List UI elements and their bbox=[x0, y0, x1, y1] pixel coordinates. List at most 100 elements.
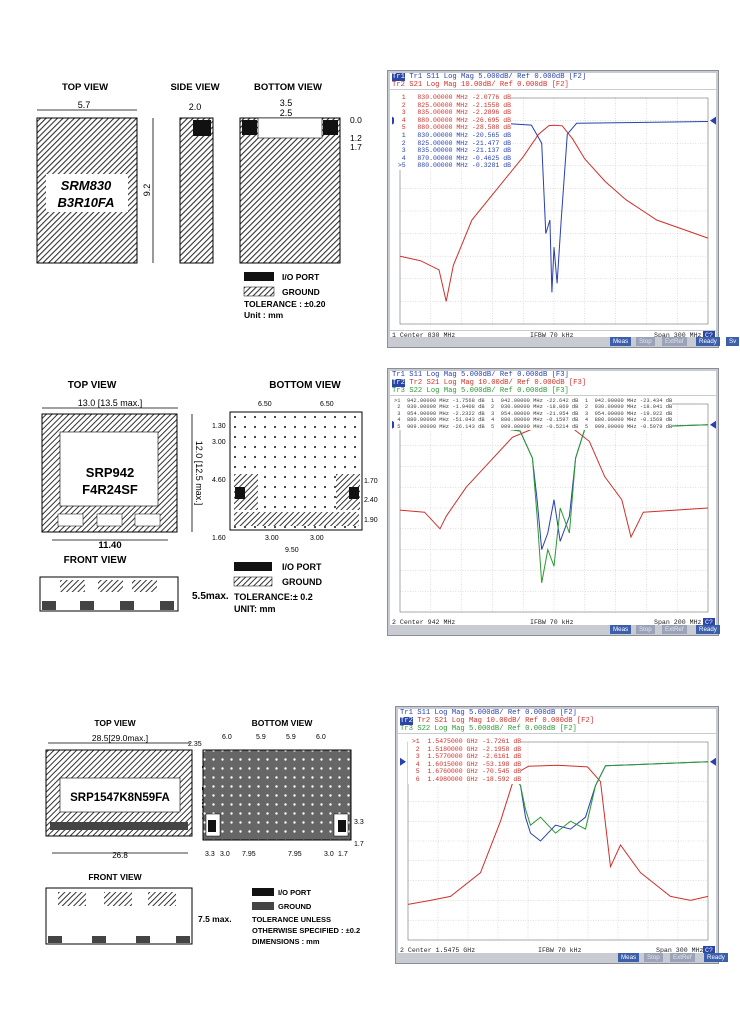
dim-b-top3: 5.9 bbox=[286, 734, 296, 741]
legend-ground: GROUND bbox=[282, 577, 322, 587]
tolerance: TOLERANCE : ±0.20 bbox=[244, 299, 326, 309]
legend-io: I/O PORT bbox=[282, 272, 320, 282]
softkey-ready[interactable]: Ready bbox=[696, 625, 720, 634]
softkey-stop[interactable]: Stop bbox=[636, 337, 655, 346]
dim-height: 9.2 bbox=[142, 184, 152, 197]
top-view-label: TOP VIEW bbox=[68, 380, 117, 391]
marker-row: 5 880.00000 MHz -28.588 dB bbox=[394, 124, 512, 132]
plot-area: >1 1.5475000 GHz -1.7261 dB 2 1.5180000 … bbox=[398, 734, 716, 946]
series-line-2 bbox=[399, 120, 709, 293]
softkey-bar: Meas Stop ExtRef Ready Sv bbox=[390, 337, 740, 346]
marker-table: 1 830.00000 MHz -2.0776 dB 2 825.00000 M… bbox=[394, 94, 512, 170]
legend-ground-swatch bbox=[233, 576, 273, 587]
tolerance-line1: TOLERANCE UNLESS bbox=[252, 915, 331, 924]
status-bar: 2 Center 1.5475 GHz IFBW 70 kHz Span 300… bbox=[398, 946, 716, 955]
dim-b-left2: 3.00 bbox=[212, 439, 226, 446]
dim-b-r2: 1.7 bbox=[354, 841, 364, 848]
bottom-view-body bbox=[202, 749, 352, 841]
legend-io-swatch bbox=[234, 562, 272, 571]
dim-b-right1: 1.70 bbox=[364, 478, 378, 485]
dim-b-bot-0: 3.3 bbox=[205, 851, 215, 858]
drawing-srp942: TOP VIEW BOTTOM VIEW 13.0 [13.5 max.] SR… bbox=[39, 380, 378, 614]
softkey-ready[interactable]: Ready bbox=[704, 953, 728, 962]
softkey-extref[interactable]: ExtRef bbox=[662, 625, 687, 634]
marker-row: 4 880.00000 MHz -51.043 dB 4 880.00000 M… bbox=[394, 417, 673, 424]
dim-bottom-2: 2.5 bbox=[280, 108, 293, 118]
legend-ground-swatch bbox=[252, 902, 274, 910]
analyzer-1: Tr1 Tr1 S11 Log Mag 5.000dB/ Ref 0.000dB… bbox=[387, 70, 740, 348]
dim-b-top0: 2.35 bbox=[188, 741, 202, 748]
marker-row: 4 880.00000 MHz -26.695 dB bbox=[394, 116, 512, 124]
softkey-meas[interactable]: Meas bbox=[610, 625, 632, 634]
drawing-srm830: TOP VIEW SIDE VIEW BOTTOM VIEW 5.7 SRM83… bbox=[36, 82, 362, 320]
dim-b-bot0: 1.60 bbox=[212, 535, 226, 542]
marker-row: 5 909.00000 MHz -26.143 dB 5 909.00000 M… bbox=[394, 423, 673, 430]
softkey-stop[interactable]: Stop bbox=[644, 953, 663, 962]
unit: Unit : mm bbox=[244, 310, 284, 320]
dim-b-bot2: 3.00 bbox=[310, 535, 324, 542]
dim-b-top2: 5.9 bbox=[256, 734, 266, 741]
legend-ground-swatch bbox=[243, 286, 275, 297]
dim-front: 5.5max. bbox=[192, 591, 229, 602]
dim-height: 12.0 [12.5 max.] bbox=[194, 441, 204, 506]
marker-row: 1 830.00000 MHz -20.565 dB bbox=[394, 131, 512, 139]
legend-io-swatch bbox=[252, 888, 274, 896]
dim-b-r1: 3.3 bbox=[354, 819, 364, 826]
top-view-label: TOP VIEW bbox=[62, 82, 108, 93]
side-view-body bbox=[179, 117, 214, 264]
trace-header: Tr1 S11 Log Mag 5.000dB/ Ref 0.000dB [F2… bbox=[398, 709, 716, 733]
bottom-view-body bbox=[239, 117, 341, 264]
softkey-bar: Meas Stop ExtRef Ready bbox=[390, 625, 720, 634]
dim-base: 26.8 bbox=[112, 851, 128, 860]
dim-width: 13.0 [13.5 max.] bbox=[78, 398, 143, 408]
softkey-meas[interactable]: Meas bbox=[618, 953, 640, 962]
analyzer-2: Tr1 S11 Log Mag 5.000dB/ Ref 0.000dB [F3… bbox=[387, 368, 720, 636]
front-view-label: FRONT VIEW bbox=[88, 872, 142, 882]
tolerance-line2: OTHERWISE SPECIFIED : ±0.2 bbox=[252, 926, 360, 935]
dim-b-bot-1: 3.0 bbox=[220, 851, 230, 858]
dim-b-left3: 4.60 bbox=[212, 477, 226, 484]
marker-row: 2 825.00000 MHz -2.1558 dB bbox=[394, 101, 512, 109]
dim-right-2: 1.2 bbox=[350, 133, 362, 143]
status-bar: 1 Center 830 MHz IFBW 70 kHz Span 300 MH… bbox=[390, 331, 716, 340]
dim-b-top1: 6.0 bbox=[222, 734, 232, 741]
dim-b-top2: 6.50 bbox=[320, 401, 334, 408]
legend-io: I/O PORT bbox=[282, 562, 322, 572]
marker-row: 3 1.5770000 GHz -2.6161 dB bbox=[408, 753, 522, 761]
legend-io: I/O PORT bbox=[278, 888, 311, 897]
dim-front: 7.5 max. bbox=[198, 914, 232, 924]
dim-b-right3: 1.90 bbox=[364, 517, 378, 524]
dim-b-bot1: 3.00 bbox=[265, 535, 279, 542]
trace-header: Tr1 Tr1 S11 Log Mag 5.000dB/ Ref 0.000dB… bbox=[390, 73, 716, 89]
dimensions-unit: DIMENSIONS : mm bbox=[252, 937, 320, 946]
series-line-1 bbox=[407, 764, 709, 905]
dim-b-bot-4: 3.0 bbox=[324, 851, 334, 858]
dim-b-top1: 6.50 bbox=[258, 401, 272, 408]
part-label-line1: SRP942 bbox=[86, 465, 134, 480]
dim-b-bot3: 9.50 bbox=[285, 547, 299, 554]
softkey-stop[interactable]: Stop bbox=[636, 625, 655, 634]
softkey-extref[interactable]: ExtRef bbox=[670, 953, 695, 962]
softkey-sv[interactable]: Sv bbox=[726, 337, 740, 346]
dim-right-3: 1.7 bbox=[350, 142, 362, 152]
top-view-label: TOP VIEW bbox=[94, 718, 136, 728]
part-label: SRP1547K8N59FA bbox=[70, 792, 170, 804]
softkey-ready[interactable]: Ready bbox=[696, 337, 720, 346]
bottom-view-label: BOTTOM VIEW bbox=[252, 718, 314, 728]
legend-ground: GROUND bbox=[278, 902, 312, 911]
softkey-extref[interactable]: ExtRef bbox=[662, 337, 687, 346]
bottom-view-body bbox=[229, 411, 363, 531]
part-label-line1: SRM830 bbox=[61, 178, 112, 193]
marker-row: >1 1.5475000 GHz -1.7261 dB bbox=[408, 738, 522, 745]
marker-row: 4 870.00000 MHz -0.4625 dB bbox=[394, 154, 512, 162]
tolerance: TOLERANCE:± 0.2 bbox=[234, 592, 313, 602]
marker-row: 2 1.5180000 GHz -2.1958 dB bbox=[408, 745, 522, 753]
dim-bottom-1: 3.5 bbox=[280, 98, 293, 108]
softkey-meas[interactable]: Meas bbox=[610, 337, 632, 346]
dim-b-bot-3: 7.95 bbox=[288, 851, 302, 858]
plot-area: >1 942.00000 MHz -1.7568 dB 1 942.00000 … bbox=[390, 396, 716, 618]
front-view-label: FRONT VIEW bbox=[64, 555, 127, 566]
marker-row: >5 880.00000 MHz -0.3281 dB bbox=[394, 162, 512, 170]
marker-table: >1 942.00000 MHz -1.7568 dB 1 942.00000 … bbox=[394, 398, 673, 431]
dim-side: 2.0 bbox=[189, 102, 202, 112]
